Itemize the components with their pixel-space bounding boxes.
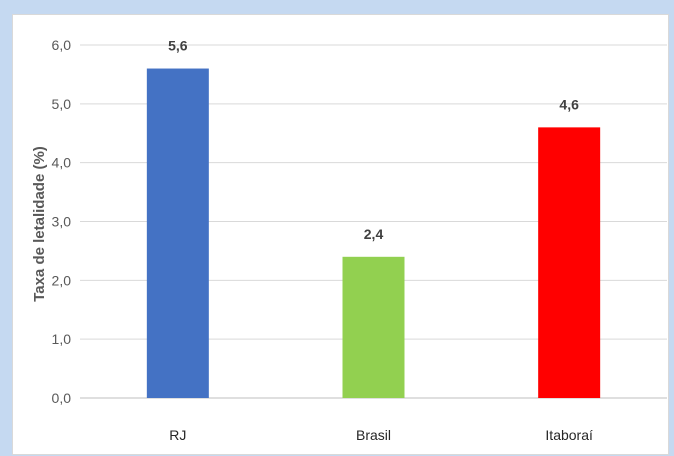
x-category-label: Brasil	[356, 427, 391, 443]
y-tick-label: 1,0	[52, 331, 72, 347]
y-tick-label: 2,0	[52, 272, 72, 288]
y-tick-label: 0,0	[52, 390, 72, 406]
y-axis-ticks: 0,0 1,0 2,0 3,0 4,0 5,0 6,0	[52, 37, 72, 406]
data-label: 5,6	[168, 38, 188, 54]
y-tick-label: 3,0	[52, 214, 72, 230]
y-tick-label: 4,0	[52, 155, 72, 171]
data-label: 4,6	[559, 96, 579, 112]
y-axis-label: Taxa de letalidade (%)	[31, 146, 48, 302]
bar-rj	[146, 68, 209, 399]
x-category-label: RJ	[169, 427, 186, 443]
bar-brasil	[342, 256, 405, 398]
x-axis-categories: RJ Brasil Itaboraí	[169, 427, 593, 443]
data-label: 2,4	[364, 226, 384, 242]
y-tick-label: 5,0	[52, 96, 72, 112]
y-tick-label: 6,0	[52, 37, 72, 53]
x-category-label: Itaboraí	[545, 427, 593, 443]
bars	[146, 68, 601, 399]
bar-itaboraí	[538, 127, 601, 398]
data-labels: 5,6 2,4 4,6	[168, 38, 579, 242]
